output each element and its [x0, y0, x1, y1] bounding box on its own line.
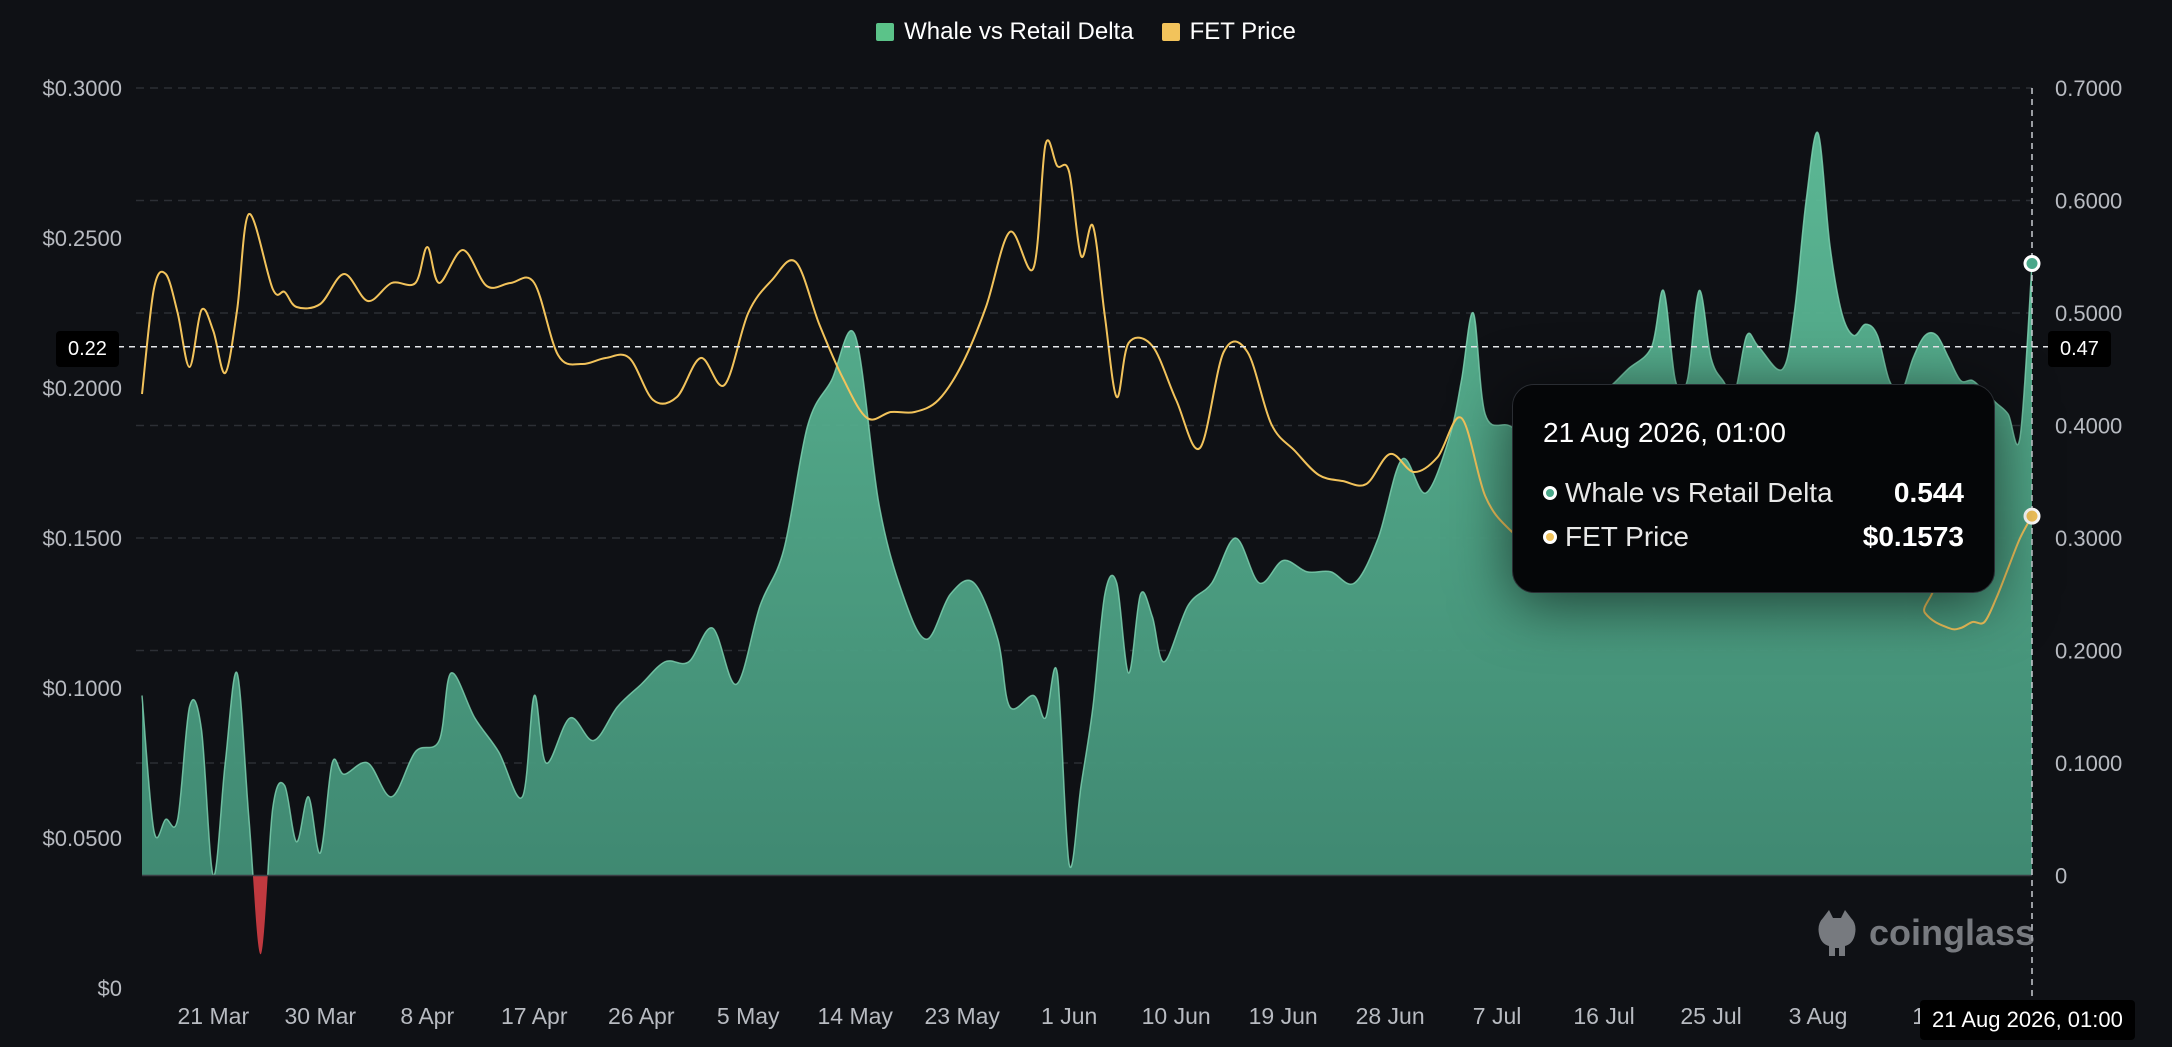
legend-swatch-fet-price [1161, 23, 1180, 41]
x-tick-label: 14 May [817, 1003, 893, 1029]
tooltip-label-whale-delta: Whale vs Retail Delta [1565, 477, 1833, 508]
tooltip-value-whale-delta: 0.544 [1893, 477, 1964, 508]
x-tick-label: 16 Jul [1573, 1003, 1634, 1029]
fet-price-marker [2023, 507, 2041, 525]
x-tick-label: 5 May [717, 1003, 780, 1029]
x-tick-label: 23 May [924, 1003, 1000, 1029]
x-tick-label: 25 Jul [1680, 1003, 1741, 1029]
crosshair-x-label: 21 Aug 2026, 01:00 [1920, 1000, 2135, 1040]
y-left-tick-label: $0.2500 [42, 226, 122, 251]
tooltip-row-fet-price: FET Price $0.1573 [1543, 515, 1964, 559]
legend-swatch-whale-delta [876, 23, 895, 41]
x-tick-label: 28 Jun [1356, 1003, 1425, 1029]
x-tick-label: 21 Mar [178, 1003, 250, 1029]
watermark-text: coinglass [1869, 912, 2036, 953]
tooltip-row-whale-delta: Whale vs Retail Delta 0.544 [1543, 471, 1964, 515]
whale-delta-line [141, 131, 2033, 876]
x-tick-label: 19 Jun [1249, 1003, 1318, 1029]
tooltip-label-fet-price: FET Price [1565, 521, 1689, 552]
x-tick-label: 17 Apr [501, 1003, 568, 1029]
tooltip-value-fet-price: $0.1573 [1862, 521, 1964, 552]
tooltip: 21 Aug 2026, 01:00 Whale vs Retail Delta… [1512, 384, 1995, 593]
whale-delta-marker [2023, 255, 2041, 272]
y-left-tick-label: $0.1500 [42, 526, 122, 551]
y-left-tick-label: $0.3000 [42, 76, 122, 101]
crosshair-left-label: 0.22 [56, 331, 119, 367]
y-right-tick-label: 0.6000 [2055, 189, 2122, 214]
x-tick-label: 8 Apr [400, 1003, 454, 1029]
y-right-tick-label: 0.3000 [2055, 526, 2122, 551]
tooltip-dot-fet-price [1543, 530, 1557, 544]
legend: Whale vs Retail Delta FET Price [0, 18, 2172, 46]
x-tick-label: 1 Jun [1041, 1003, 1097, 1029]
y-left-tick-label: $0.1000 [42, 676, 122, 701]
y-left-tick-label: $0 [98, 976, 122, 1001]
y-right-tick-label: 0.4000 [2055, 414, 2122, 439]
y-right-tick-label: 0 [2055, 864, 2067, 889]
x-tick-label: 10 Jun [1142, 1003, 1211, 1029]
legend-item-whale-delta[interactable]: Whale vs Retail Delta [876, 18, 1134, 46]
x-tick-label: 26 Apr [608, 1003, 675, 1029]
x-tick-label: 7 Jul [1473, 1003, 1522, 1029]
fet-price-line [141, 139, 2033, 631]
coinglass-logo-icon [1818, 910, 1856, 956]
y-right-tick-label: 0.7000 [2055, 76, 2122, 101]
y-right-tick-label: 0.2000 [2055, 639, 2122, 664]
y-left-tick-label: $0.2000 [42, 376, 122, 401]
watermark: coinglass [1815, 908, 2035, 958]
y-right-tick-label: 0.1000 [2055, 751, 2122, 776]
y-right-tick-label: 0.5000 [2055, 301, 2122, 326]
y-left-tick-label: $0.0500 [42, 826, 122, 851]
legend-label-whale-delta: Whale vs Retail Delta [904, 18, 1134, 45]
tooltip-dot-whale-delta [1543, 486, 1557, 500]
legend-item-fet-price[interactable]: FET Price [1161, 18, 1296, 46]
tooltip-title: 21 Aug 2026, 01:00 [1543, 417, 1786, 448]
whale-delta-area [142, 132, 2032, 876]
x-tick-label: 3 Aug [1789, 1003, 1848, 1029]
legend-label-fet-price: FET Price [1189, 18, 1296, 45]
crosshair-right-label: 0.47 [2048, 331, 2111, 367]
x-tick-label: 30 Mar [285, 1003, 357, 1029]
